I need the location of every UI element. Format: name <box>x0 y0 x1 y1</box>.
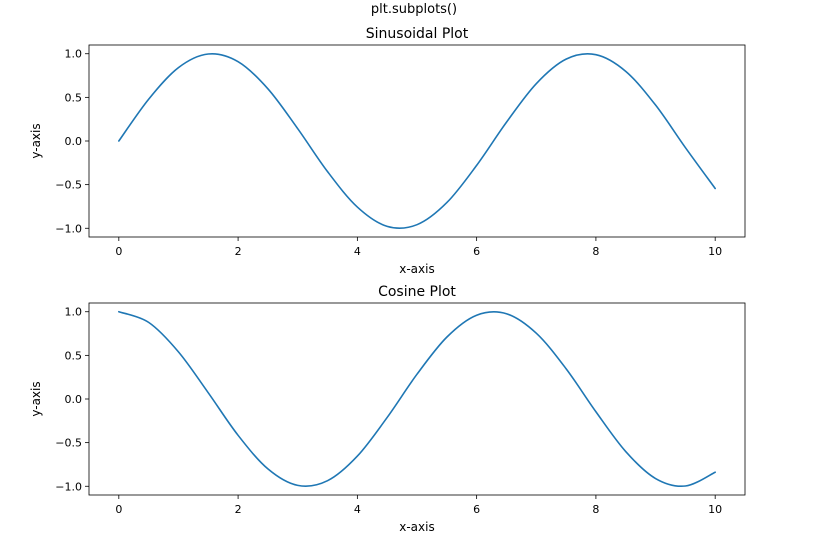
cosine-x-tick-label: 4 <box>354 503 361 516</box>
cosine-y-tick-label: −1.0 <box>55 480 82 493</box>
sinusoidal-series-line <box>118 52 716 229</box>
cosine-y-tick-label: 0.5 <box>65 349 83 362</box>
cosine-x-tick-label: 6 <box>473 503 480 516</box>
cosine-x-tick-label: 8 <box>592 503 599 516</box>
sinusoidal-y-axis-label: y-axis <box>29 123 43 158</box>
cosine-x-axis-label: x-axis <box>399 520 434 534</box>
sinusoidal-y-tick-label: 1.0 <box>65 48 83 61</box>
cosine-y-tick-label: 0.0 <box>65 393 83 406</box>
sinusoidal-x-axis-label: x-axis <box>399 262 434 276</box>
sinusoidal-y-tick-label: 0.5 <box>65 91 83 104</box>
sinusoidal-x-tick-label: 2 <box>235 245 242 258</box>
cosine-x-tick-label: 0 <box>115 503 122 516</box>
sinusoidal-y-tick-label: −1.0 <box>55 222 82 235</box>
sinusoidal-x-tick-label: 10 <box>708 245 722 258</box>
sinusoidal-x-tick-label: 8 <box>592 245 599 258</box>
cosine-y-axis-label: y-axis <box>29 381 43 416</box>
cosine-y-tick-label: 1.0 <box>65 306 83 319</box>
cosine-x-tick-label: 2 <box>235 503 242 516</box>
sinusoidal-x-tick-label: 4 <box>354 245 361 258</box>
sinusoidal-y-tick-label: 0.0 <box>65 135 83 148</box>
cosine-series-line <box>118 310 716 488</box>
figure-suptitle: plt.subplots() <box>371 2 457 17</box>
subplot-cosine: Cosine Plot 0 2 4 6 8 10 −1.0 −0.5 0.0 0.5 1.0 x-axi… <box>29 284 746 534</box>
cosine-x-tick-label: 10 <box>708 503 722 516</box>
subplot-sinusoidal: Sinusoidal Plot 0 2 4 6 8 10 −1.0 −0.5 0.0 0.5 1.0 x… <box>29 26 746 276</box>
sinusoidal-x-tick-label: 6 <box>473 245 480 258</box>
cosine-y-tick-label: −0.5 <box>55 437 82 450</box>
sinusoidal-plot-title: Sinusoidal Plot <box>366 26 469 42</box>
sinusoidal-x-tick-label: 0 <box>115 245 122 258</box>
sinusoidal-y-tick-label: −0.5 <box>55 179 82 192</box>
cosine-plot-title: Cosine Plot <box>378 284 456 300</box>
